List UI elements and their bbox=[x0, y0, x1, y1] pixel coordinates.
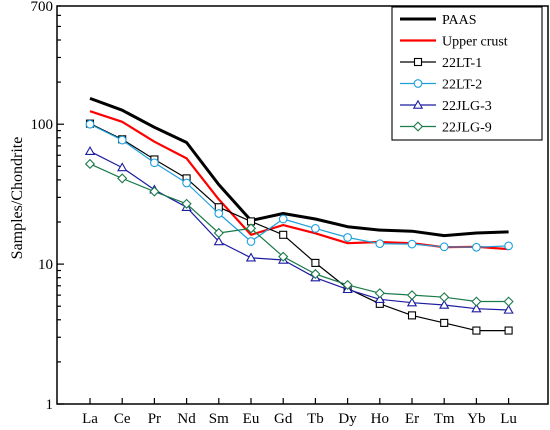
data-point-22jlg-9 bbox=[181, 198, 192, 209]
data-point-22jlg-9 bbox=[310, 268, 321, 280]
y-axis-title: Samples/Chondrite bbox=[9, 137, 26, 260]
plot-area: 1 10 100 700 La Ce Pr Nd Sm Eu Gd Tb Dy Ho Er Tm Yb Lu PAA… bbox=[31, 0, 549, 427]
data-point-22lt-1 bbox=[279, 230, 288, 239]
legend-marker bbox=[413, 79, 423, 88]
y-tick-label: 100 bbox=[31, 117, 54, 133]
legend-label: 22LT-2 bbox=[442, 78, 482, 93]
x-tick-label-lu: Lu bbox=[500, 411, 517, 427]
y-tick-label: 1 bbox=[46, 397, 54, 413]
data-point-22lt-1 bbox=[440, 318, 449, 327]
plot-frame bbox=[56, 5, 549, 405]
series-line-paas bbox=[89, 96, 509, 238]
legend-label: Upper crust bbox=[442, 35, 508, 50]
data-point-22lt-2 bbox=[375, 239, 385, 249]
series-22jlg-9 bbox=[84, 158, 514, 307]
data-point-22jlg-9 bbox=[278, 251, 289, 262]
data-point-22jlg-3 bbox=[374, 294, 385, 304]
legend-marker bbox=[413, 57, 423, 67]
data-point-22lt-1 bbox=[407, 311, 417, 320]
legend-item-22lt-2: 22LT-2 bbox=[400, 78, 482, 93]
data-point-22jlg-3 bbox=[84, 146, 96, 156]
data-point-22lt-1 bbox=[311, 258, 320, 267]
data-point-22jlg-3 bbox=[245, 252, 257, 262]
series-line-22jlg-9 bbox=[89, 163, 509, 303]
legend-item-22lt-1: 22LT-1 bbox=[400, 56, 482, 71]
data-point-22lt-1 bbox=[504, 326, 513, 335]
data-point-22jlg-9 bbox=[342, 279, 353, 290]
series-line-22lt-1 bbox=[89, 123, 509, 332]
legend-item-upper-crust: Upper crust bbox=[400, 35, 508, 50]
legend-label: PAAS bbox=[442, 13, 477, 28]
x-tick-label-la: La bbox=[82, 411, 98, 427]
series-line-22lt-2 bbox=[89, 123, 509, 248]
data-point-22jlg-9 bbox=[503, 296, 514, 307]
data-point-22lt-2 bbox=[85, 119, 95, 129]
x-tick-label-nd: Nd bbox=[177, 411, 196, 427]
data-point-22lt-2 bbox=[182, 178, 191, 188]
data-point-22jlg-9 bbox=[213, 227, 224, 239]
data-point-22jlg-9 bbox=[471, 296, 482, 307]
data-point-22lt-2 bbox=[311, 224, 320, 233]
data-point-22jlg-3 bbox=[213, 236, 224, 246]
y-tick-label: 700 bbox=[31, 0, 54, 15]
data-point-22jlg-9 bbox=[245, 223, 257, 234]
legend-label: 22LT-1 bbox=[442, 56, 482, 71]
x-tick-label-ce: Ce bbox=[114, 411, 131, 427]
data-point-22lt-2 bbox=[439, 242, 449, 252]
legend-item-22jlg-3: 22JLG-3 bbox=[400, 99, 492, 114]
legend: PAAS Upper crust 22LT-1 22LT-2 22JLG-3 22JLG-… bbox=[391, 6, 543, 141]
data-point-22lt-2 bbox=[214, 209, 224, 218]
legend-marker bbox=[412, 121, 424, 132]
series-22lt-2 bbox=[85, 119, 513, 252]
data-point-22jlg-3 bbox=[503, 304, 514, 314]
data-point-22jlg-3 bbox=[117, 162, 128, 172]
x-tick-label-er: Er bbox=[405, 411, 419, 427]
data-point-22lt-2 bbox=[472, 242, 481, 252]
series-paas bbox=[89, 96, 509, 238]
series-22jlg-3 bbox=[84, 146, 514, 314]
data-point-22jlg-3 bbox=[439, 299, 450, 309]
y-tick-label: 10 bbox=[38, 257, 53, 273]
data-point-22lt-2 bbox=[278, 214, 288, 224]
x-tick-label-ho: Ho bbox=[371, 411, 389, 427]
x-tick-label-pr: Pr bbox=[148, 411, 161, 427]
x-tick-label-eu: Eu bbox=[243, 411, 260, 427]
data-point-22jlg-9 bbox=[406, 290, 418, 301]
legend-marker bbox=[412, 99, 424, 109]
data-point-22jlg-3 bbox=[406, 297, 418, 307]
data-point-22jlg-9 bbox=[117, 173, 128, 184]
data-point-22lt-2 bbox=[117, 135, 127, 145]
data-point-22lt-1 bbox=[472, 326, 481, 335]
data-point-22jlg-9 bbox=[439, 292, 450, 303]
x-tick-label-tb: Tb bbox=[307, 411, 324, 427]
data-point-22jlg-9 bbox=[374, 288, 385, 299]
legend-label: 22JLG-9 bbox=[442, 121, 492, 136]
data-point-22lt-2 bbox=[150, 158, 159, 168]
data-point-22jlg-9 bbox=[149, 186, 160, 197]
data-point-22lt-2 bbox=[504, 241, 513, 251]
legend-item-22jlg-9: 22JLG-9 bbox=[400, 121, 492, 136]
legend-box bbox=[391, 6, 543, 141]
x-tick-label-yb: Yb bbox=[467, 411, 485, 427]
data-point-22jlg-3 bbox=[471, 303, 482, 313]
legend-item-paas: PAAS bbox=[400, 13, 477, 28]
data-point-22jlg-9 bbox=[84, 158, 96, 170]
x-tick-label-tm: Tm bbox=[434, 411, 455, 427]
data-point-22lt-2 bbox=[246, 237, 256, 246]
legend-label: 22JLG-3 bbox=[442, 99, 492, 114]
x-tick-label-dy: Dy bbox=[338, 411, 357, 427]
x-tick-label-gd: Gd bbox=[274, 411, 293, 427]
x-tick-label-sm: Sm bbox=[209, 411, 229, 427]
series-line-22jlg-3 bbox=[89, 150, 509, 311]
data-point-22lt-2 bbox=[343, 233, 352, 242]
data-point-22lt-2 bbox=[407, 239, 417, 249]
series-22lt-1 bbox=[85, 119, 513, 335]
